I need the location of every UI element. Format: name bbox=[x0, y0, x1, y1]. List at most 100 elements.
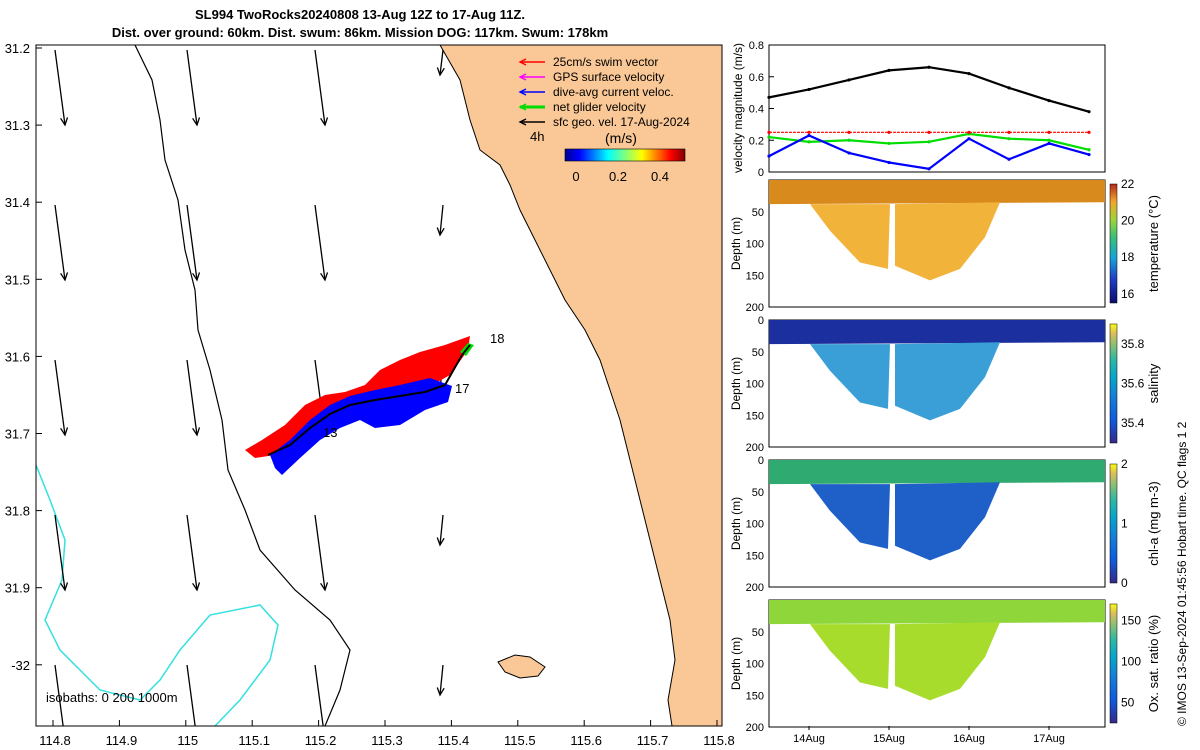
velocity-point bbox=[807, 130, 811, 134]
colorbar-label: chl-a (mg m-3) bbox=[1146, 481, 1161, 566]
colorbar-tick: 18 bbox=[1121, 250, 1135, 264]
geo-arrow bbox=[186, 49, 201, 127]
geo-arrow bbox=[436, 204, 445, 237]
section-colorbar bbox=[1109, 603, 1118, 724]
lon-tick-label: 115.5 bbox=[504, 733, 536, 748]
velocity-point bbox=[847, 151, 851, 155]
depth-tick: 100 bbox=[746, 239, 764, 251]
speed-colorbar bbox=[564, 148, 686, 162]
legend-entry: dive-avg current veloc. bbox=[518, 85, 674, 99]
isobath-legend: isobaths: 0 200 1000m bbox=[46, 690, 178, 705]
lat-tick-label: 31.7 bbox=[5, 427, 30, 442]
time-tick-label: 17Aug bbox=[1033, 733, 1065, 745]
velocity-point bbox=[927, 65, 931, 69]
section-colorbar bbox=[1109, 463, 1118, 584]
velocity-y-tick: 0.6 bbox=[749, 72, 764, 84]
time-axis: 14Aug 15Aug 16Aug 17Aug bbox=[793, 726, 1065, 745]
legend-entry: net glider velocity bbox=[518, 100, 646, 114]
velocity-point bbox=[807, 87, 811, 92]
colorbar-tick: 100 bbox=[1121, 654, 1141, 668]
velocity-point bbox=[887, 141, 891, 146]
depth-tick: 50 bbox=[752, 627, 764, 639]
velocity-point bbox=[847, 130, 851, 134]
lat-tick-label: 31.2 bbox=[5, 41, 30, 56]
time-tick-label: 14Aug bbox=[793, 733, 825, 745]
lon-tick-label: 115.6 bbox=[570, 733, 602, 748]
section-panel-chl-a: 0 50 100 150 200 Depth (m) 0 1 2 chl-a (mg m-3) bbox=[729, 455, 1161, 594]
section-panel-temperature: 50 100 150 200 Depth (m) 16 18 20 22 temperature … bbox=[729, 177, 1161, 314]
geo-arrow bbox=[186, 514, 201, 592]
section-colorbar bbox=[1109, 323, 1118, 444]
section-deep-left bbox=[810, 204, 890, 269]
velocity-point bbox=[927, 140, 931, 144]
velocity-point bbox=[1047, 138, 1051, 142]
velocity-point bbox=[767, 154, 771, 158]
velocity-y-tick: 0.8 bbox=[749, 40, 764, 52]
section-panel-salinity: 0 50 100 150 200 Depth (m) 35.4 35.6 35.8salinit… bbox=[729, 315, 1161, 454]
day-label-18: 18 bbox=[490, 331, 504, 346]
velocity-series bbox=[767, 65, 1091, 171]
lat-tick-label: 31.9 bbox=[5, 581, 30, 596]
lon-tick-label: 114.8 bbox=[39, 733, 71, 748]
time-tick-label: 16Aug bbox=[953, 733, 985, 745]
velocity-point bbox=[767, 95, 771, 99]
colorbar-tick: 35.8 bbox=[1121, 337, 1145, 351]
section-panel-ox.: 50 100 150 200 Depth (m) 50 100 150 Ox. sat. rat… bbox=[729, 599, 1161, 734]
map-panel: 18 17 13 114.8 114.9 115 115.1 115.2 115.3 115… bbox=[5, 41, 735, 748]
colorbar-tick: 1 bbox=[1121, 517, 1128, 531]
legend-entry: GPS surface velocity bbox=[518, 70, 664, 84]
depth-tick: 150 bbox=[746, 690, 764, 702]
chart-title-line2: Dist. over ground: 60km. Dist. swum: 86k… bbox=[111, 25, 609, 40]
depth-tick: 200 bbox=[746, 582, 764, 594]
depth-tick: 100 bbox=[746, 379, 764, 391]
lat-tick-label: -32 bbox=[11, 658, 30, 673]
time-step-label: 4h bbox=[530, 129, 544, 144]
geo-arrow bbox=[186, 204, 201, 282]
colorbar-tick: 20 bbox=[1121, 214, 1135, 228]
geo-arrow bbox=[314, 514, 329, 592]
geo-arrow bbox=[436, 514, 445, 547]
velocity-ylabel: velocity magnitude (m/s) bbox=[731, 43, 745, 173]
colorbar-tick: 35.6 bbox=[1121, 377, 1145, 391]
lon-tick-label: 115.1 bbox=[238, 733, 270, 748]
velocity-point bbox=[887, 130, 891, 134]
day-label-17: 17 bbox=[455, 381, 469, 396]
depth-tick: 200 bbox=[746, 442, 764, 454]
day-label-13: 13 bbox=[323, 425, 337, 440]
depth-tick: 150 bbox=[746, 550, 764, 562]
legend-entry: 25cm/s swim vector bbox=[518, 55, 658, 69]
colorbar-tick: 22 bbox=[1121, 177, 1135, 191]
velocity-point bbox=[1087, 152, 1091, 157]
depth-tick: 0 bbox=[758, 315, 764, 327]
geo-arrow bbox=[186, 664, 196, 726]
section-deep-right bbox=[895, 622, 1000, 701]
velocity-chart: 0 0.2 0.4 0.6 0.8 velocity magnitude (m/s) bbox=[731, 40, 1106, 179]
velocity-point bbox=[927, 167, 931, 171]
velocity-point bbox=[767, 130, 771, 134]
geo-arrow bbox=[54, 204, 69, 282]
velocity-point bbox=[847, 138, 851, 142]
lat-tick-label: 31.5 bbox=[5, 272, 30, 287]
colorbar-tick: 35.4 bbox=[1121, 416, 1145, 430]
velocity-point bbox=[887, 68, 891, 72]
depth-tick: 0 bbox=[758, 455, 764, 467]
section-surface-layer bbox=[769, 460, 1105, 485]
legend-label: GPS surface velocity bbox=[553, 70, 664, 84]
velocity-point bbox=[1087, 148, 1091, 152]
geo-arrow bbox=[314, 49, 329, 127]
section-deep-right bbox=[895, 342, 1000, 421]
velocity-y-tick: 0.4 bbox=[749, 104, 764, 116]
current-vectors bbox=[270, 378, 452, 475]
imos-credit: © IMOS 13-Sep-2024 01:45:56 Hobart time.… bbox=[1175, 421, 1189, 726]
velocity-y-tick: 0 bbox=[758, 167, 764, 179]
lon-tick-label: 114.9 bbox=[106, 733, 138, 748]
section-surface-layer bbox=[769, 320, 1105, 345]
depth-ylabel: Depth (m) bbox=[729, 357, 743, 410]
colorbar-tick: 0 bbox=[1121, 576, 1128, 590]
colorbar-tick: 2 bbox=[1121, 457, 1128, 471]
depth-tick: 100 bbox=[746, 659, 764, 671]
depth-tick: 100 bbox=[746, 519, 764, 531]
latitude-axis: 31.2 31.3 31.4 31.5 31.6 31.7 31.8 31.9 -32 bbox=[5, 41, 42, 673]
lon-tick-label: 115.8 bbox=[703, 733, 735, 748]
